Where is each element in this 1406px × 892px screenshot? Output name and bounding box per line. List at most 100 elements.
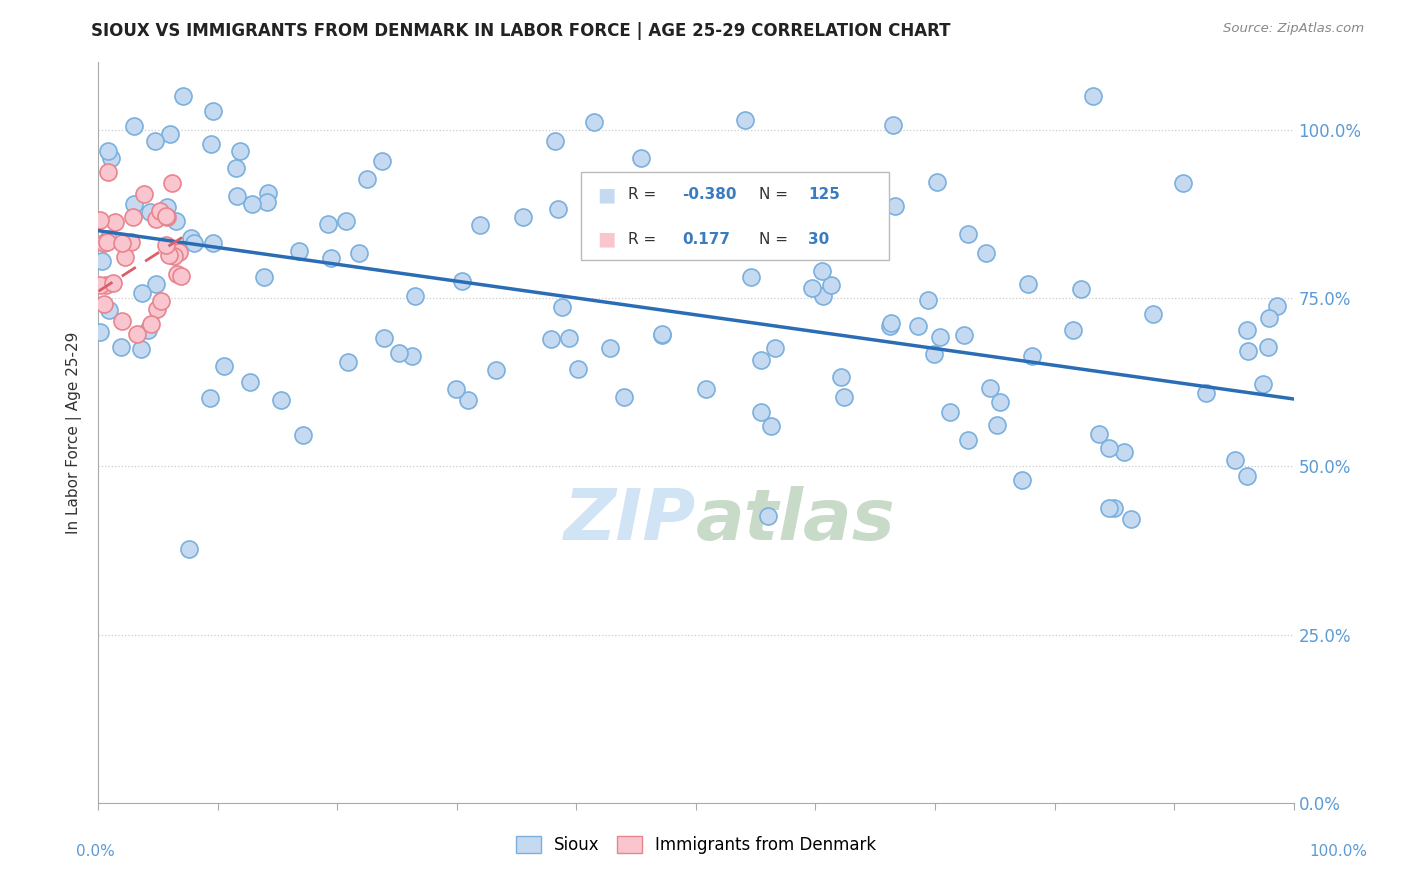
Text: 0.177: 0.177 — [682, 232, 730, 246]
Point — [165, 214, 187, 228]
Point — [801, 281, 824, 295]
Point — [756, 508, 779, 523]
Point — [257, 186, 280, 200]
Point — [763, 341, 786, 355]
Point — [749, 405, 772, 419]
Point — [1257, 310, 1279, 325]
Point — [122, 211, 145, 225]
Point — [810, 264, 832, 278]
Point — [139, 205, 162, 219]
Point — [89, 213, 111, 227]
Point — [160, 177, 183, 191]
Point — [373, 331, 395, 345]
Point — [110, 340, 132, 354]
Point — [988, 395, 1011, 409]
Point — [159, 127, 181, 141]
Point — [229, 145, 252, 159]
Point — [122, 196, 145, 211]
Text: N =: N = — [759, 187, 789, 202]
Point — [120, 235, 142, 249]
Point — [90, 253, 112, 268]
Point — [149, 203, 172, 218]
Point — [1081, 89, 1104, 103]
Point — [551, 300, 574, 314]
Point — [583, 115, 606, 129]
Point — [1173, 177, 1195, 191]
Point — [630, 151, 652, 165]
Point — [97, 165, 120, 179]
Point — [938, 405, 960, 419]
Point — [567, 362, 589, 376]
Point — [93, 236, 115, 251]
Point — [1088, 426, 1111, 441]
Point — [1265, 299, 1288, 313]
Y-axis label: In Labor Force | Age 25-29: In Labor Force | Age 25-29 — [66, 332, 83, 533]
Point — [356, 171, 378, 186]
Point — [1098, 501, 1121, 516]
Point — [401, 349, 423, 363]
Point — [651, 326, 673, 341]
Point — [922, 347, 945, 361]
Point — [97, 145, 120, 159]
Point — [1236, 323, 1258, 337]
Point — [974, 246, 997, 260]
Point — [457, 393, 479, 408]
Point — [200, 137, 222, 152]
Point — [201, 235, 224, 250]
Point — [1223, 452, 1246, 467]
Point — [917, 293, 939, 307]
Point — [125, 327, 148, 342]
Point — [103, 276, 125, 290]
Point — [145, 212, 167, 227]
Point — [270, 392, 292, 407]
Point — [212, 359, 235, 373]
Text: R =: R = — [628, 187, 657, 202]
Point — [633, 242, 655, 256]
Text: ■: ■ — [598, 185, 616, 204]
Point — [155, 238, 177, 252]
Point — [547, 202, 569, 216]
Point — [170, 269, 193, 284]
Point — [1195, 386, 1218, 401]
Point — [167, 245, 190, 260]
Text: SIOUX VS IMMIGRANTS FROM DENMARK IN LABOR FORCE | AGE 25-29 CORRELATION CHART: SIOUX VS IMMIGRANTS FROM DENMARK IN LABO… — [91, 22, 950, 40]
Point — [956, 434, 979, 448]
Point — [811, 289, 834, 303]
Point — [89, 326, 111, 340]
Point — [583, 229, 606, 244]
Point — [1236, 343, 1258, 358]
Text: ■: ■ — [598, 229, 616, 249]
Point — [1070, 282, 1092, 296]
Point — [444, 382, 467, 396]
Point — [316, 217, 339, 231]
Point — [544, 134, 567, 148]
Point — [253, 270, 276, 285]
Point — [157, 247, 180, 261]
Text: N =: N = — [759, 232, 789, 246]
Point — [124, 119, 146, 133]
Point — [337, 355, 360, 369]
Point — [201, 103, 224, 118]
Point — [139, 317, 162, 331]
Point — [100, 151, 122, 165]
Point — [979, 381, 1001, 395]
Text: 125: 125 — [808, 187, 841, 202]
Point — [388, 346, 411, 360]
Point — [288, 244, 311, 259]
Point — [240, 197, 263, 211]
Point — [830, 370, 852, 384]
Point — [1021, 349, 1043, 363]
Point — [98, 302, 121, 317]
Point — [907, 318, 929, 333]
Point — [820, 278, 842, 293]
Point — [651, 328, 673, 343]
Legend: Sioux, Immigrants from Denmark: Sioux, Immigrants from Denmark — [509, 830, 883, 861]
Point — [155, 200, 177, 214]
Point — [929, 330, 952, 344]
Point — [879, 318, 901, 333]
Point — [879, 317, 901, 331]
Point — [953, 328, 976, 343]
Point — [111, 235, 134, 250]
Text: -0.380: -0.380 — [682, 187, 737, 202]
Point — [1236, 468, 1258, 483]
